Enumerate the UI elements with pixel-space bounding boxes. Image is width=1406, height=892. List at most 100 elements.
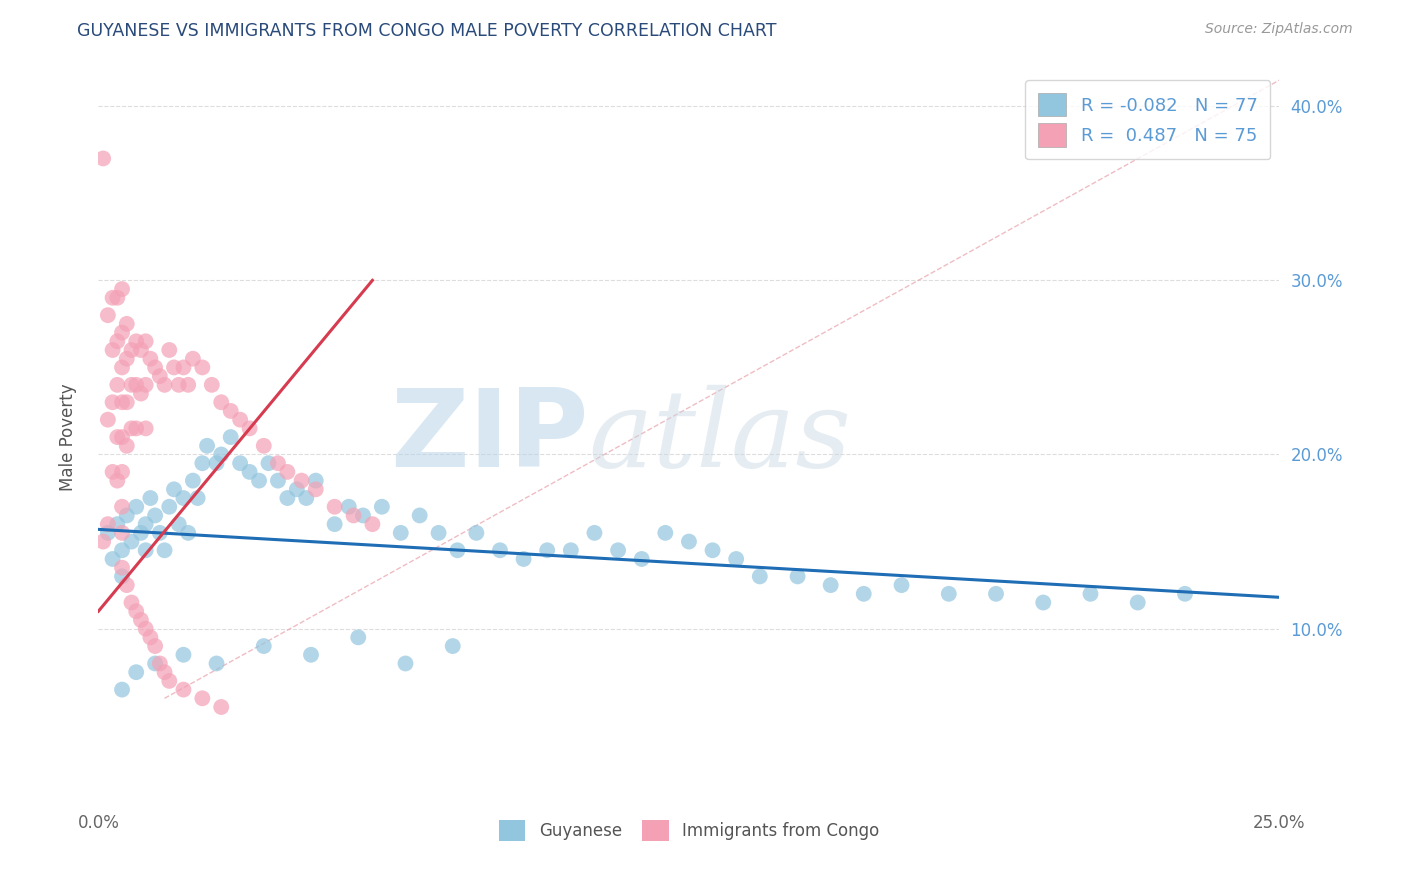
Point	[111, 360, 134, 375]
Point	[938, 587, 960, 601]
Point	[121, 343, 143, 357]
Point	[191, 360, 214, 375]
Point	[984, 587, 1007, 601]
Point	[305, 474, 328, 488]
Point	[139, 351, 162, 366]
Point	[323, 500, 346, 514]
Point	[441, 639, 464, 653]
Point	[191, 691, 214, 706]
Point	[149, 525, 172, 540]
Point	[121, 377, 143, 392]
Point	[135, 543, 157, 558]
Point	[630, 552, 652, 566]
Point	[342, 508, 364, 523]
Point	[91, 152, 114, 166]
Point	[394, 657, 416, 671]
Point	[607, 543, 630, 558]
Point	[209, 395, 232, 409]
Point	[536, 543, 558, 558]
Point	[125, 500, 148, 514]
Point	[125, 334, 148, 349]
Point	[1174, 587, 1197, 601]
Point	[257, 456, 280, 470]
Point	[139, 491, 162, 505]
Point	[121, 534, 143, 549]
Point	[167, 517, 190, 532]
Point	[111, 560, 134, 574]
Point	[305, 483, 328, 497]
Point	[135, 622, 157, 636]
Point	[153, 543, 176, 558]
Point	[371, 500, 394, 514]
Point	[111, 569, 134, 583]
Point	[427, 525, 450, 540]
Point	[201, 377, 224, 392]
Point	[352, 508, 374, 523]
Point	[91, 534, 114, 549]
Point	[135, 334, 157, 349]
Point	[181, 474, 204, 488]
Point	[125, 421, 148, 435]
Point	[129, 613, 152, 627]
Point	[748, 569, 770, 583]
Point	[97, 525, 120, 540]
Point	[101, 552, 124, 566]
Point	[115, 317, 138, 331]
Point	[129, 525, 152, 540]
Point	[361, 517, 384, 532]
Point	[253, 639, 276, 653]
Point	[267, 456, 290, 470]
Point	[121, 421, 143, 435]
Y-axis label: Male Poverty: Male Poverty	[59, 384, 77, 491]
Point	[323, 517, 346, 532]
Point	[1080, 587, 1102, 601]
Point	[97, 308, 120, 322]
Point	[239, 421, 262, 435]
Point	[267, 474, 290, 488]
Point	[247, 474, 270, 488]
Point	[163, 360, 186, 375]
Point	[167, 377, 190, 392]
Point	[157, 500, 180, 514]
Point	[101, 465, 124, 479]
Point	[105, 474, 128, 488]
Point	[115, 508, 138, 523]
Point	[115, 578, 138, 592]
Point	[465, 525, 488, 540]
Point	[195, 439, 218, 453]
Point	[135, 377, 157, 392]
Point	[125, 665, 148, 680]
Point	[101, 343, 124, 357]
Point	[890, 578, 912, 592]
Point	[111, 525, 134, 540]
Point	[149, 657, 172, 671]
Point	[239, 465, 262, 479]
Point	[149, 369, 172, 384]
Point	[101, 291, 124, 305]
Point	[560, 543, 582, 558]
Point	[105, 334, 128, 349]
Point	[489, 543, 512, 558]
Point	[276, 465, 298, 479]
Point	[181, 351, 204, 366]
Point	[105, 517, 128, 532]
Point	[285, 483, 308, 497]
Point	[153, 377, 176, 392]
Point	[678, 534, 700, 549]
Point	[654, 525, 676, 540]
Point	[111, 326, 134, 340]
Point	[389, 525, 412, 540]
Point	[209, 700, 232, 714]
Point	[129, 343, 152, 357]
Point	[347, 631, 370, 645]
Point	[820, 578, 842, 592]
Point	[105, 377, 128, 392]
Point	[153, 665, 176, 680]
Point	[187, 491, 209, 505]
Point	[135, 421, 157, 435]
Point	[163, 483, 186, 497]
Point	[209, 448, 232, 462]
Text: GUYANESE VS IMMIGRANTS FROM CONGO MALE POVERTY CORRELATION CHART: GUYANESE VS IMMIGRANTS FROM CONGO MALE P…	[77, 22, 778, 40]
Point	[172, 648, 194, 662]
Point	[299, 648, 322, 662]
